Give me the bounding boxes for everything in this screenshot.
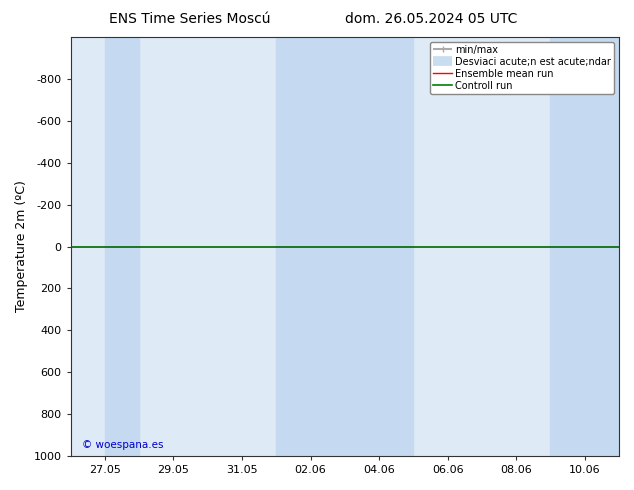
Text: ENS Time Series Moscú: ENS Time Series Moscú — [110, 12, 271, 26]
Legend: min/max, Desviaci acute;n est acute;ndar, Ensemble mean run, Controll run: min/max, Desviaci acute;n est acute;ndar… — [430, 42, 614, 94]
Bar — [105, 37, 139, 456]
Y-axis label: Temperature 2m (ºC): Temperature 2m (ºC) — [15, 181, 28, 313]
Text: dom. 26.05.2024 05 UTC: dom. 26.05.2024 05 UTC — [345, 12, 517, 26]
Bar — [276, 37, 413, 456]
Text: © woespana.es: © woespana.es — [82, 440, 163, 450]
Bar — [550, 37, 619, 456]
